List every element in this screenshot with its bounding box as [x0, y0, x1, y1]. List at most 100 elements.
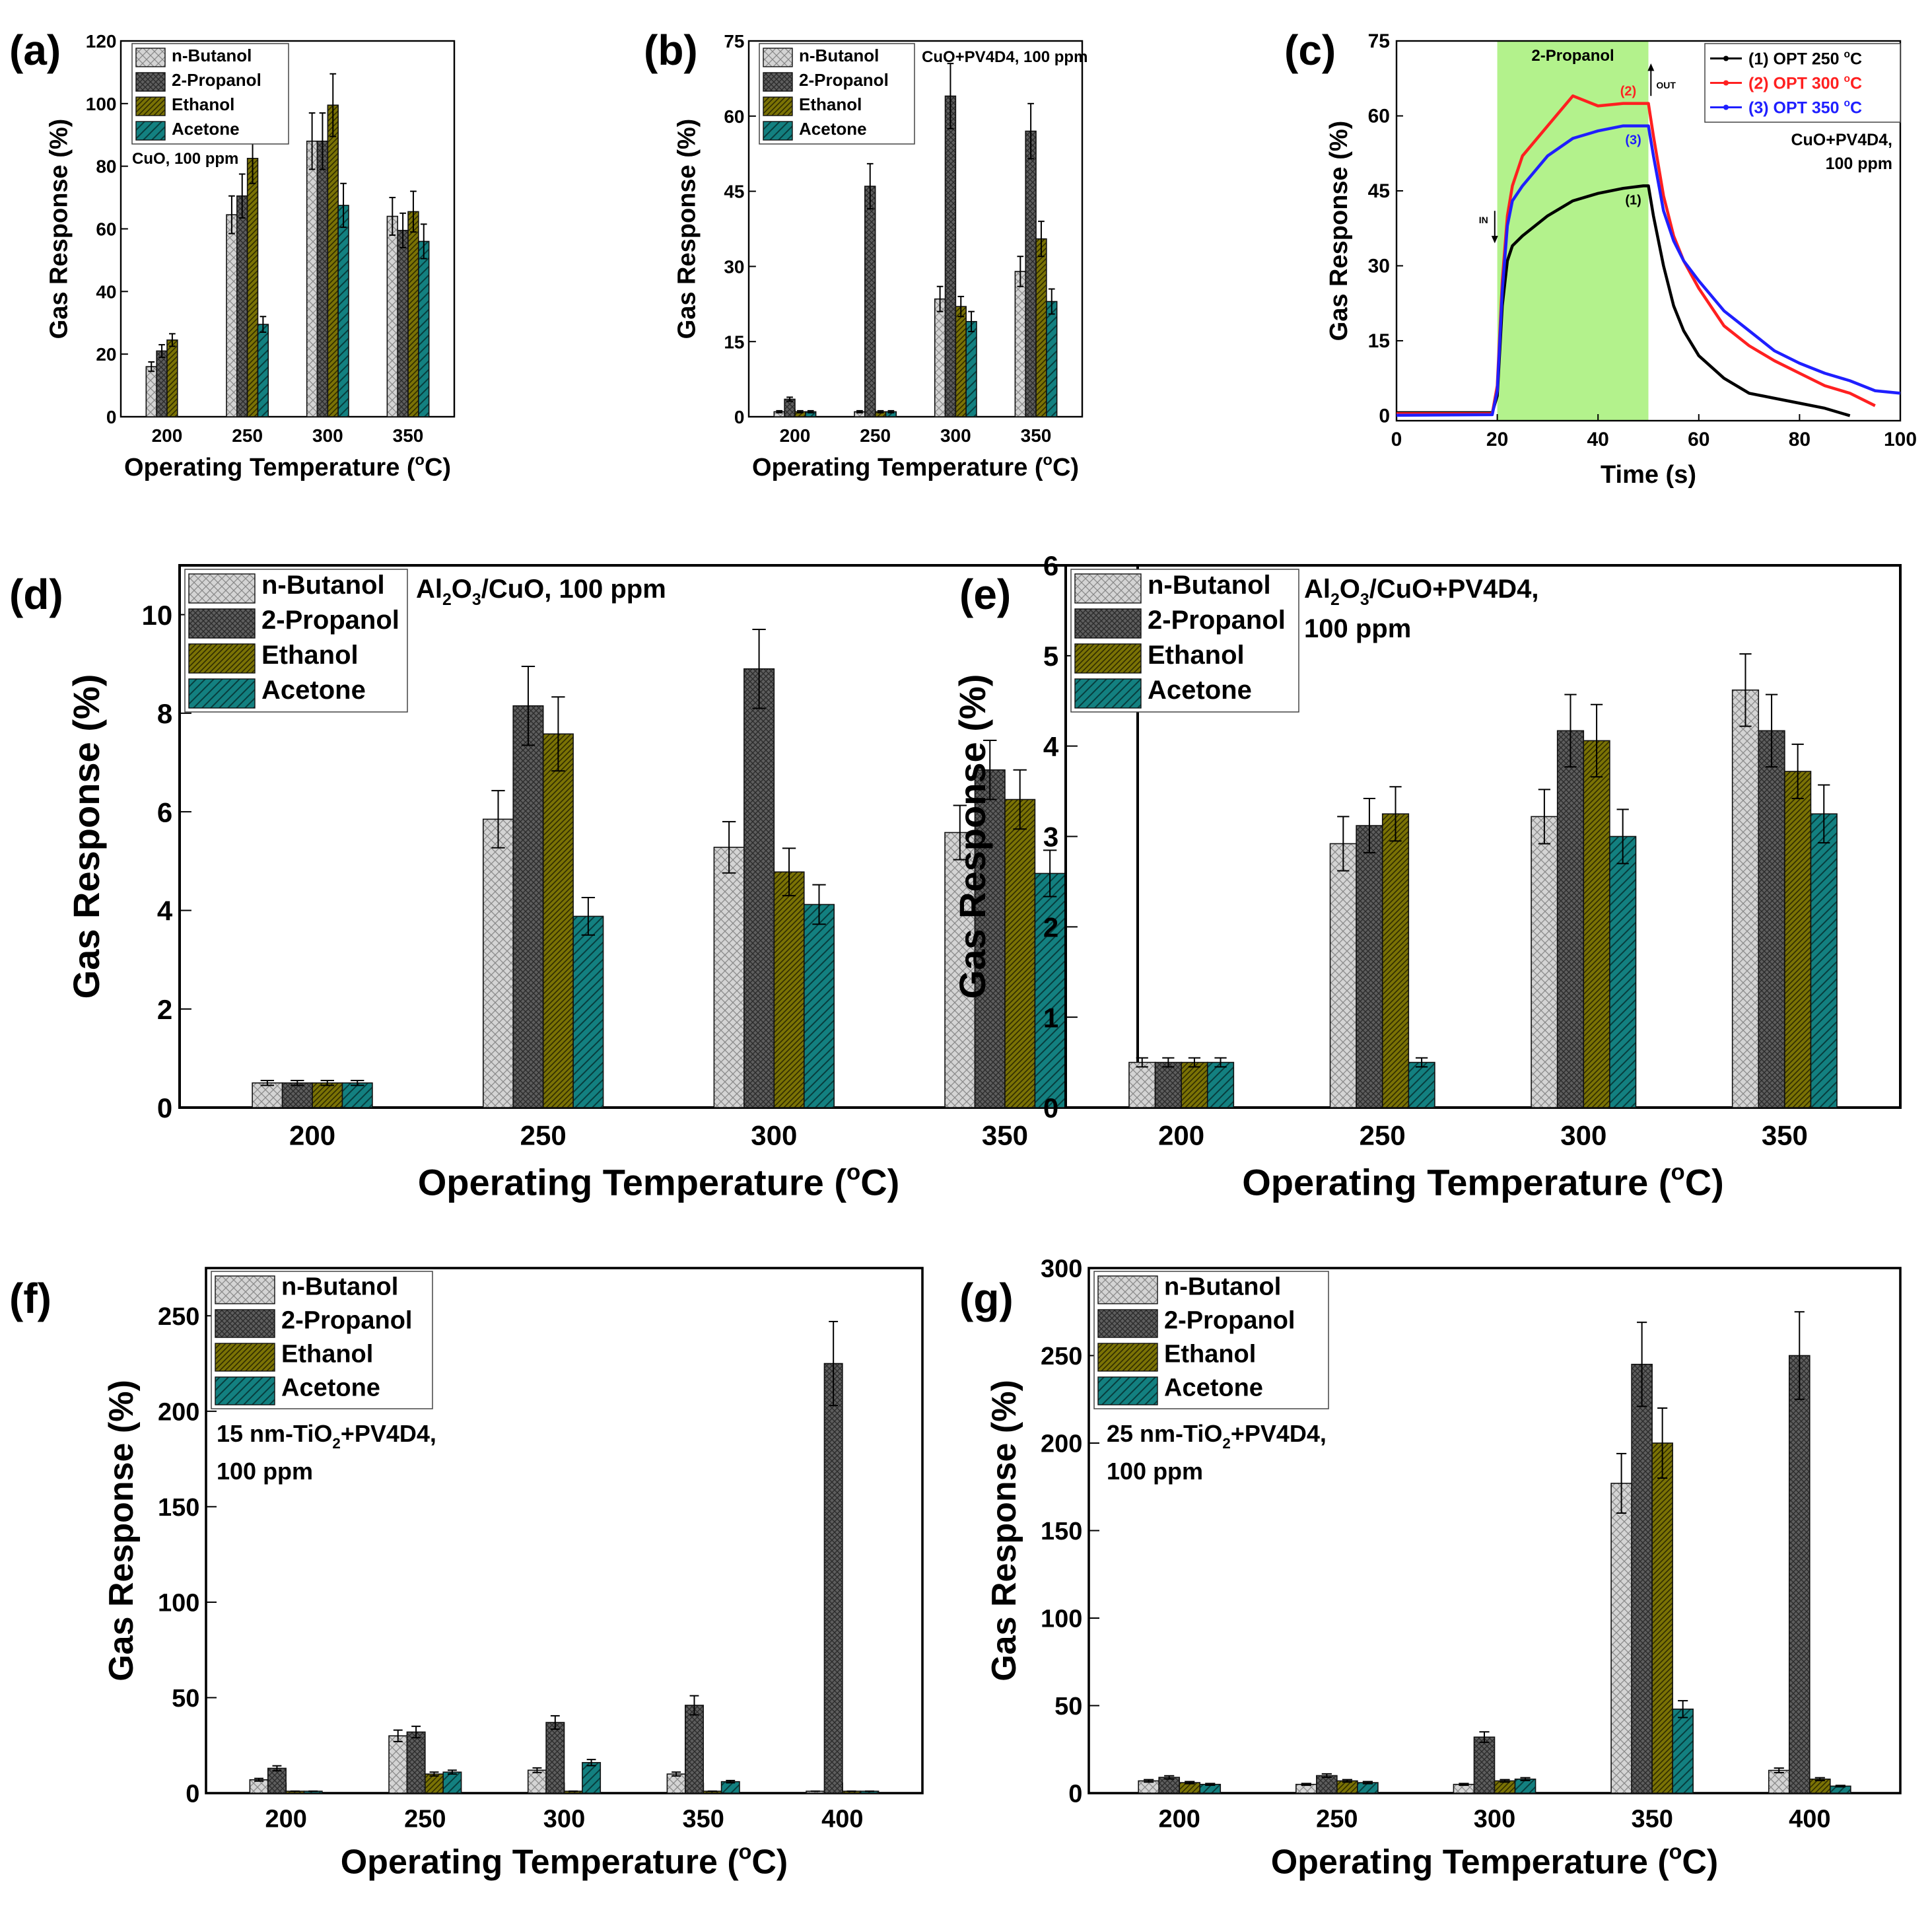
- error-bar-acetone-350: [420, 223, 427, 260]
- bar-ethanol-400: [1809, 1779, 1831, 1794]
- x-tick-label: 250: [860, 425, 891, 446]
- x-tick-label: 60: [1688, 429, 1709, 450]
- legend-swatch-acetone: [763, 121, 793, 141]
- error-bar-ethanol-250: [1389, 786, 1402, 842]
- y-tick-label: 200: [1041, 1431, 1082, 1458]
- bar-acetone-300: [582, 1761, 602, 1794]
- error-bar-ethanol-350: [410, 190, 417, 233]
- y-tick-label: 2: [1043, 911, 1058, 942]
- bar-acetone-250: [257, 324, 269, 417]
- error-bar-acetone-350: [1818, 784, 1830, 844]
- annotation: CuO+PV4D4, 100 ppm: [922, 48, 1087, 66]
- y-tick-label: 8: [157, 698, 172, 729]
- bar-acetone-300: [1514, 1779, 1536, 1794]
- error-bar-acetone-350: [726, 1779, 736, 1784]
- legend-swatch-2-propanol: [763, 72, 793, 92]
- legend: (1) OPT 250 o​C (2) OPT 300 o​C (3) OPT 35…: [1704, 43, 1901, 123]
- bar-n-butanol-350: [1610, 1483, 1632, 1794]
- legend-label-2-propanol: 2-Propanol: [261, 606, 399, 635]
- error-bar-n-butanol-200: [1144, 1779, 1154, 1783]
- error-bar-acetone-250: [1362, 1781, 1373, 1785]
- bar-n-butanol-300: [527, 1769, 547, 1794]
- error-bar-ethanol-200: [797, 409, 804, 413]
- legend-swatch-ethanol: [215, 1343, 275, 1372]
- error-bar-acetone-250: [259, 316, 267, 333]
- y-tick-label: 300: [1041, 1256, 1082, 1283]
- panel-label: (b): [644, 26, 698, 74]
- error-bar-n-butanol-350: [389, 197, 396, 236]
- legend-marker-3: [1723, 104, 1729, 110]
- error-bar-ethanol-300: [329, 73, 337, 137]
- y-tick-label: 6: [157, 797, 172, 828]
- legend-label-n-butanol: n-Butanol: [172, 46, 252, 65]
- error-bar-2-propanol-350: [1765, 693, 1778, 768]
- panel-label: (d): [9, 571, 63, 618]
- bar-2-propanol-350: [974, 769, 1006, 1108]
- series-line-2: [1397, 94, 1876, 415]
- bar-2-propanol-250: [236, 195, 248, 417]
- error-bar-ethanol-250: [1342, 1779, 1352, 1783]
- bar-acetone-300: [803, 903, 835, 1108]
- error-bar-acetone-400: [1835, 1785, 1846, 1788]
- panel-e: 0 1 2 3 4 5 6 200 250 300 350 Operating Temperature…: [951, 550, 1902, 1203]
- y-tick-label: 45: [1368, 180, 1390, 202]
- legend-label-2-propanol: 2-Propanol: [281, 1307, 412, 1335]
- bar-2-propanol-200: [1158, 1777, 1181, 1794]
- bar-2-propanol-250: [512, 705, 544, 1108]
- error-bar-ethanol-300: [782, 847, 796, 897]
- legend-label-2-propanol: 2-Propanol: [1164, 1307, 1295, 1335]
- plot-frame: [747, 40, 1084, 418]
- x-tick-label: 40: [1587, 429, 1609, 450]
- y-tick-label: 0: [1068, 1781, 1082, 1808]
- bar-2-propanol-250: [864, 186, 876, 417]
- legend: n-Butanol 2-Propanol Ethanol Acetone: [759, 43, 915, 145]
- y-tick-label: 150: [158, 1494, 199, 1522]
- error-bar-n-butanol-300: [532, 1767, 542, 1773]
- bar-ethanol-350: [1784, 771, 1812, 1108]
- bar-ethanol-250: [246, 158, 259, 417]
- annotation: 100 ppm: [1304, 614, 1411, 643]
- x-tick-label: 300: [543, 1805, 585, 1833]
- x-tick-label: 200: [289, 1120, 335, 1151]
- out-arrowhead: [1647, 63, 1655, 71]
- y-tick-label: 2: [157, 994, 172, 1025]
- annotation: 100 ppm: [1107, 1458, 1203, 1485]
- bar-acetone-200: [341, 1082, 373, 1108]
- y-tick-label: 120: [86, 31, 117, 52]
- x-tick-label: 300: [940, 425, 971, 446]
- error-bar-n-butanol-350: [1017, 256, 1024, 287]
- error-bar-ethanol-350: [1657, 1407, 1668, 1479]
- panel-c: 2-Propanol 0 15 30 45 60 75 0 20 40 60 80 100 (1) (2) (…: [1284, 26, 1917, 489]
- panel-b: 0 15 30 45 60 75 200 250 300 350 Operating Tempera…: [644, 26, 1087, 481]
- curve-tag-1: (1): [1625, 193, 1641, 207]
- bar-n-butanol-350: [386, 215, 399, 417]
- bar-ethanol-250: [1381, 813, 1410, 1108]
- legend-label-ethanol: Ethanol: [799, 94, 862, 114]
- annotation: 15 nm-TiO2​+PV4D4,: [217, 1420, 436, 1452]
- y-tick-label: 80: [96, 157, 116, 177]
- y-tick-label: 10: [142, 600, 173, 631]
- legend-label-ethanol: Ethanol: [172, 94, 234, 114]
- out-label: OUT: [1656, 80, 1676, 90]
- y-tick-label: 4: [1043, 731, 1059, 762]
- bar-n-butanol-250: [226, 214, 238, 417]
- y-tick-label: 100: [158, 1590, 199, 1617]
- error-bar-ethanol-300: [957, 295, 965, 318]
- y-tick-label: 1: [1043, 1002, 1058, 1033]
- error-bar-n-butanol-200: [260, 1079, 275, 1086]
- error-bar-2-propanol-200: [1162, 1057, 1175, 1068]
- legend-label-ethanol: Ethanol: [1148, 641, 1245, 670]
- bar-acetone-350: [1672, 1709, 1694, 1794]
- bar-2-propanol-200: [281, 1082, 313, 1108]
- y-axis-label: Gas Response (%): [673, 119, 701, 339]
- x-axis-label: Operating Temperature (o​C): [1271, 1840, 1719, 1882]
- legend-label-3: (3) OPT 350 o​C: [1748, 98, 1862, 118]
- bar-2-propanol-300: [545, 1722, 565, 1794]
- error-bar-acetone-300: [812, 884, 826, 925]
- error-bar-ethanol-200: [1188, 1057, 1201, 1068]
- error-bar-ethanol-200: [1185, 1781, 1195, 1785]
- legend-swatch-2-propanol: [215, 1309, 275, 1338]
- curve-tag-2: (2): [1620, 85, 1636, 99]
- y-tick-label: 150: [1041, 1518, 1082, 1545]
- bar-ethanol-350: [1035, 238, 1047, 417]
